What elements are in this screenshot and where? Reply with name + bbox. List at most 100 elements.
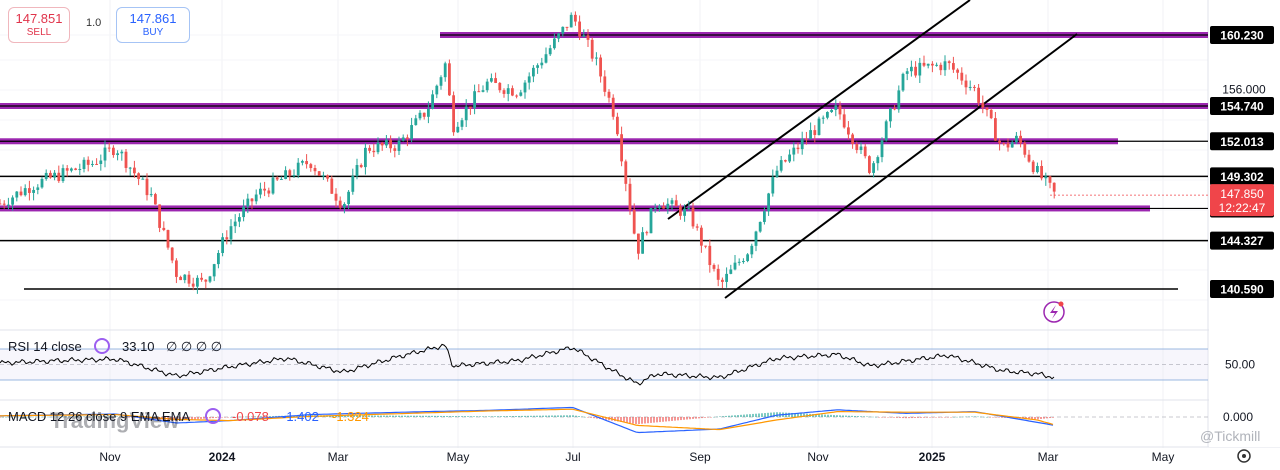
candle-body (330, 178, 334, 194)
macd-histogram-bar (656, 417, 658, 423)
macd-histogram-bar (23, 416, 25, 418)
macd-histogram-bar (677, 417, 679, 421)
buy-button[interactable]: 147.861 BUY (116, 7, 190, 43)
candle-body (746, 254, 749, 262)
candle-body (716, 268, 720, 280)
price-axis[interactable]: 160.230154.740152.013149.302146.819144.3… (1050, 0, 1280, 447)
candle-body (754, 231, 758, 246)
macd-histogram-bar (455, 416, 457, 417)
macd-histogram-bar (248, 416, 250, 418)
rsi-settings-icon[interactable] (94, 338, 110, 354)
level-price-label: 152.013 (1220, 135, 1264, 149)
macd-histogram-bar (86, 416, 88, 418)
macd-histogram-bar (44, 416, 46, 418)
macd-histogram-bar (188, 417, 190, 420)
macd-histogram-bar (731, 415, 733, 417)
macd-histogram-bar (191, 417, 193, 420)
macd-histogram-bar (101, 416, 103, 417)
macd-histogram-bar (116, 416, 118, 417)
macd-histogram-bar (605, 417, 607, 420)
macd-histogram-bar (35, 416, 37, 418)
macd-histogram-bar (527, 415, 529, 417)
order-quantity[interactable]: 1.0 (86, 17, 102, 29)
macd-histogram-bar (485, 416, 487, 417)
candle-body (553, 38, 556, 49)
candle-body (36, 187, 40, 190)
macd-histogram-bar (65, 416, 67, 418)
time-axis[interactable]: Nov 2024 Mar May Jul Sep Nov 2025 Mar May (99, 450, 1174, 464)
rsi-axis-label: 50.00 (1225, 358, 1255, 372)
candle-body (196, 277, 199, 287)
candle-body (1006, 143, 1010, 148)
sell-button[interactable]: 147.851 SELL (8, 7, 70, 43)
last-price-label: 147.850 (1220, 187, 1264, 201)
macd-pane (0, 406, 1208, 434)
macd-histogram-bar (521, 415, 523, 417)
level-price-tag (1210, 167, 1274, 186)
candle-body (826, 112, 829, 118)
macd-histogram-bar (926, 417, 928, 418)
candle-body (536, 65, 539, 68)
candle-body (44, 172, 48, 179)
macd-histogram-bar (632, 417, 634, 424)
candle-body (107, 147, 111, 149)
candle-body (91, 163, 94, 165)
macd-histogram-bar (938, 417, 940, 418)
macd-histogram-bar (884, 417, 886, 418)
settings-gear-icon[interactable] (1237, 449, 1251, 463)
macd-histogram-bar (1040, 417, 1042, 420)
macd-histogram-bar (626, 417, 628, 423)
macd-histogram-bar (494, 416, 496, 417)
macd-histogram-bar (695, 417, 697, 419)
macd-histogram-bar (386, 415, 388, 417)
chart-icons[interactable] (1043, 301, 1251, 463)
macd-histogram-bar (638, 417, 640, 425)
level-price-label: 140.590 (1220, 283, 1264, 297)
candle-body (561, 26, 565, 34)
candle-body (128, 167, 132, 169)
macd-histogram-bar (1001, 417, 1003, 418)
candle-body (49, 172, 52, 178)
macd-histogram-bar (0, 417, 1, 418)
candle-body (725, 273, 728, 282)
rsi-legend-value: 33.10 (122, 339, 155, 354)
candle-body (519, 92, 523, 96)
macd-histogram-bar (623, 417, 625, 423)
trend-channel[interactable] (667, 0, 1078, 299)
macd-histogram-bar (434, 415, 436, 417)
macd-histogram-bar (578, 416, 580, 417)
channel-line[interactable] (724, 33, 1078, 299)
level-price-label: 144.327 (1220, 234, 1264, 248)
macd-histogram-bar (230, 416, 232, 418)
macd-histogram-bar (503, 416, 505, 417)
candle-body (620, 134, 623, 162)
macd-histogram-bar (92, 416, 94, 418)
macd-histogram-bar (698, 417, 700, 419)
price-axis-bg (1209, 0, 1280, 447)
channel-line[interactable] (667, 0, 971, 220)
horizontal-levels[interactable] (0, 32, 1208, 290)
candle-body (809, 130, 812, 140)
macd-histogram-bar (620, 417, 622, 422)
candle-body (61, 168, 65, 182)
macd-histogram-bar (788, 412, 790, 417)
candle-body (112, 147, 115, 156)
macd-histogram-bar (743, 414, 745, 417)
macd-settings-icon[interactable] (205, 408, 221, 424)
candle-body (267, 190, 271, 194)
macd-histogram-bar (935, 417, 937, 418)
candle-body (574, 14, 577, 22)
macd-histogram-bar (563, 415, 565, 417)
macd-histogram-bar (470, 416, 472, 417)
macd-histogram-bar (176, 417, 178, 421)
macd-histogram-bar (179, 417, 181, 421)
macd-histogram-bar (734, 415, 736, 417)
candle-body (775, 170, 779, 177)
candle-body (187, 274, 191, 284)
candle-body (452, 95, 455, 133)
macd-histogram-bar (254, 416, 256, 417)
macd-histogram-bar (233, 416, 235, 418)
candle-body (805, 138, 808, 140)
